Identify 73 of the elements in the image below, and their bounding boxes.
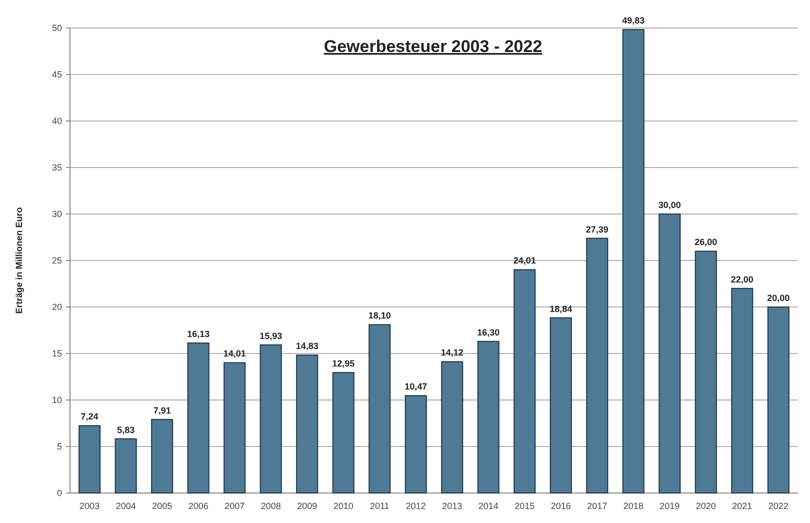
x-tick-label: 2019 (660, 501, 680, 511)
x-tick-label: 2013 (442, 501, 462, 511)
data-label: 14,12 (440, 348, 464, 358)
bar (731, 288, 754, 494)
bar (151, 418, 174, 494)
x-tick-label: 2012 (406, 501, 426, 511)
y-tick-label: 25 (52, 256, 62, 266)
y-tick-label: 5 (56, 442, 62, 452)
x-tick-label: 2022 (768, 501, 788, 511)
y-axis-title: Erträge in Millionen Euro (14, 206, 24, 314)
data-label: 16,13 (187, 328, 210, 339)
data-label: 18,10 (368, 310, 391, 321)
bar (767, 306, 790, 494)
bar (658, 214, 681, 494)
x-tick-label: 2009 (297, 501, 318, 511)
data-label: 24,01 (513, 256, 536, 266)
data-label: 12,95 (332, 358, 355, 369)
data-label: 10,47 (404, 382, 428, 392)
data-label: 26,00 (694, 237, 718, 248)
x-tick-label: 2016 (550, 501, 571, 511)
x-tick-label: 2004 (116, 501, 136, 511)
x-tick-label: 2011 (370, 501, 390, 511)
x-tick-label: 2020 (696, 501, 716, 511)
y-tick-label: 40 (52, 116, 62, 126)
y-tick-label: 0 (56, 488, 62, 498)
x-tick-label: 2005 (152, 501, 172, 511)
bar (404, 395, 427, 494)
text: Gewerbesteuer 2003 - 2022 (324, 37, 542, 56)
y-tick-label: 50 (52, 23, 62, 34)
bar (694, 250, 717, 494)
y-tick-label: 15 (52, 348, 62, 359)
x-tick-label: 2007 (224, 501, 245, 511)
bar (477, 340, 500, 494)
data-label: 7,91 (153, 405, 171, 416)
x-tick-label: 2014 (478, 501, 498, 511)
data-label: 49,83 (622, 16, 645, 26)
bar (332, 372, 354, 494)
x-tick-label: 2008 (260, 501, 281, 511)
x-tick-label: 2010 (333, 501, 354, 511)
data-label: 27,39 (586, 224, 608, 234)
data-label: 5,83 (117, 424, 135, 435)
data-label: 20,00 (767, 293, 790, 303)
bar (187, 342, 210, 494)
data-label: 14,83 (296, 341, 318, 352)
x-tick-label: 2018 (623, 501, 644, 511)
data-label: 30,00 (658, 200, 681, 210)
bar (114, 438, 137, 494)
bar (550, 317, 572, 494)
data-label: 16,30 (477, 327, 500, 338)
y-tick-label: 35 (52, 162, 62, 173)
data-label: 14,01 (223, 348, 246, 359)
bar (441, 361, 464, 494)
y-tick-label: 30 (52, 209, 62, 220)
bar (296, 354, 318, 494)
y-tick-label: 45 (52, 70, 62, 80)
data-label: 22,00 (730, 274, 754, 284)
bar (260, 344, 282, 494)
y-tick-label: 10 (52, 395, 62, 406)
x-tick-label: 2015 (514, 501, 535, 511)
x-tick-label: 2006 (188, 501, 208, 511)
x-tick-label: 2003 (80, 501, 100, 511)
y-tick-label: 20 (52, 302, 62, 312)
bar (368, 324, 391, 494)
bar (224, 362, 246, 494)
x-tick-label: 2021 (732, 501, 752, 511)
data-label: 7,24 (80, 412, 98, 422)
x-tick-label: 2017 (587, 501, 608, 511)
bar (514, 269, 536, 494)
bar (586, 238, 608, 494)
bar (78, 425, 101, 494)
data-label: 15,93 (260, 330, 282, 341)
bar (622, 29, 644, 494)
data-label: 18,84 (550, 304, 572, 314)
